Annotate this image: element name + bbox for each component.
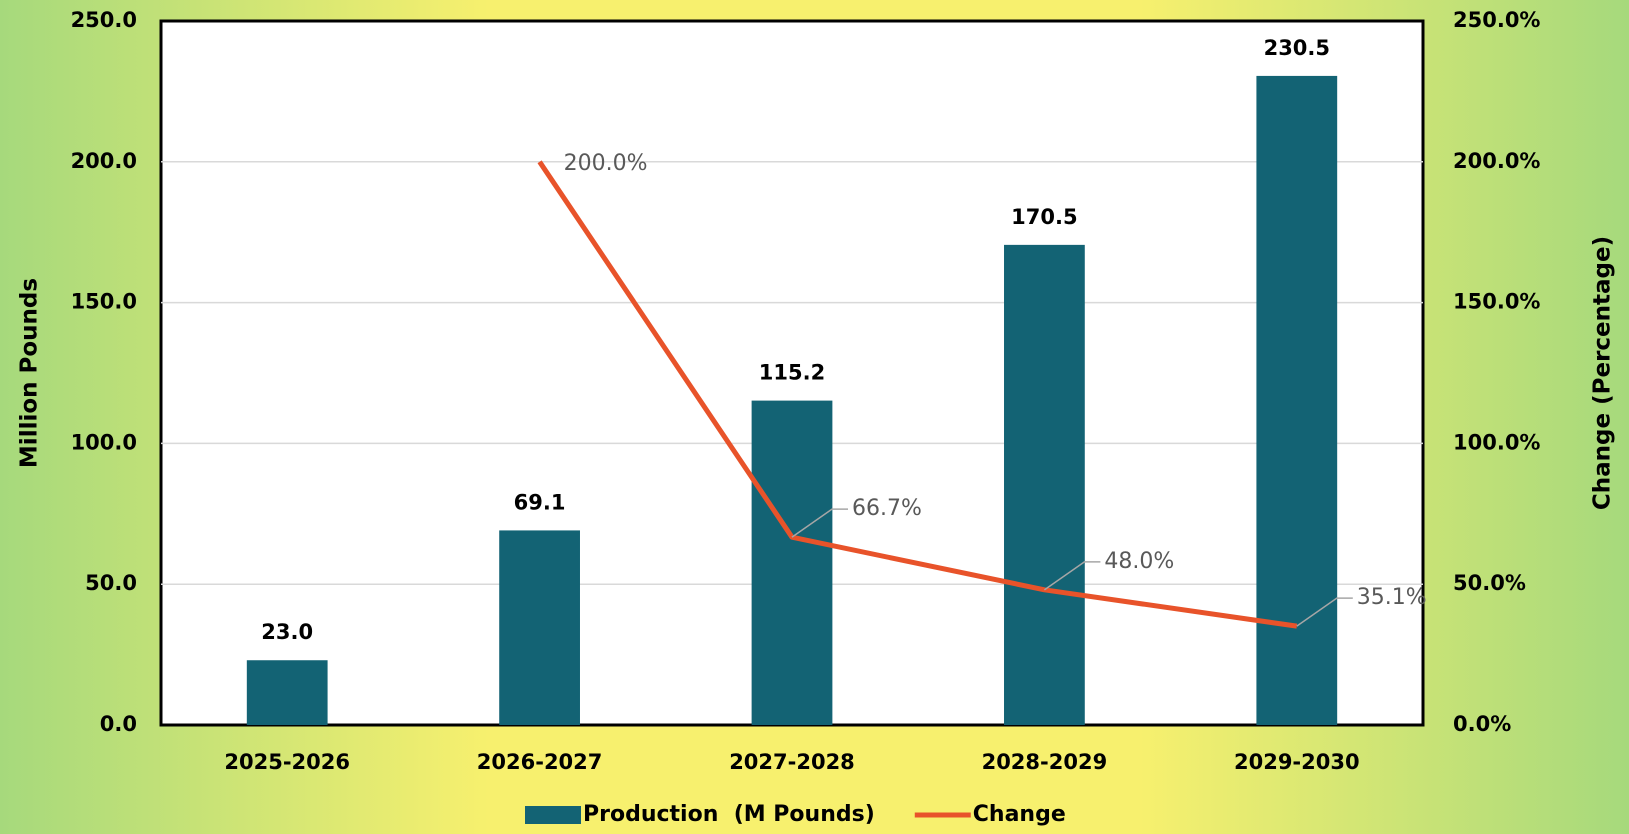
line-value-label: 66.7% xyxy=(852,496,922,521)
y2-tick-label: 100.0% xyxy=(1453,430,1540,454)
y-tick-label: 150.0 xyxy=(71,290,137,314)
leader-line xyxy=(1296,597,1353,627)
y2-tick-label: 200.0% xyxy=(1453,149,1540,173)
line xyxy=(537,160,1298,629)
y2-tick-label: 250.0% xyxy=(1453,8,1540,32)
y-tick-label: 0.0 xyxy=(100,712,137,736)
y2-tick-label: 0.0% xyxy=(1453,712,1511,736)
bar xyxy=(751,400,833,725)
x-tick-label: 2028-2029 xyxy=(982,750,1108,774)
legend-label: Change xyxy=(973,802,1066,827)
y-axis-label: Million Pounds xyxy=(17,278,43,468)
y-tick-label: 200.0 xyxy=(71,149,137,173)
y2-tick-label: 150.0% xyxy=(1453,290,1540,314)
bar xyxy=(499,530,580,725)
bar xyxy=(1256,75,1338,726)
y2-axis-label: Change (Percentage) xyxy=(1590,236,1616,510)
y-tick-label: 250.0 xyxy=(71,8,137,32)
bar xyxy=(246,660,328,725)
bar-value-label: 170.5 xyxy=(1011,205,1077,229)
y-tick-label: 50.0 xyxy=(85,571,137,595)
x-tick-label: 2025-2026 xyxy=(224,750,350,774)
bar xyxy=(1004,244,1085,725)
y2-tick-label: 50.0% xyxy=(1453,571,1526,595)
x-tick-label: 2029-2030 xyxy=(1234,750,1360,774)
x-tick-label: 2026-2027 xyxy=(477,750,603,774)
x-tick-label: 2027-2028 xyxy=(729,750,855,774)
bar-value-label: 69.1 xyxy=(514,490,566,514)
leader-line xyxy=(1043,561,1101,591)
legend-label: Production (M Pounds) xyxy=(583,802,875,827)
bar-value-label: 115.2 xyxy=(759,361,825,385)
line-value-label: 200.0% xyxy=(564,151,648,176)
y-tick-label: 100.0 xyxy=(71,430,137,454)
line-value-label: 48.0% xyxy=(1104,549,1174,574)
line-value-label: 35.1% xyxy=(1357,585,1427,610)
leader-line xyxy=(791,508,848,538)
legend-swatch xyxy=(525,806,581,824)
bar-value-label: 230.5 xyxy=(1264,36,1330,60)
bar-value-label: 23.0 xyxy=(261,620,313,644)
